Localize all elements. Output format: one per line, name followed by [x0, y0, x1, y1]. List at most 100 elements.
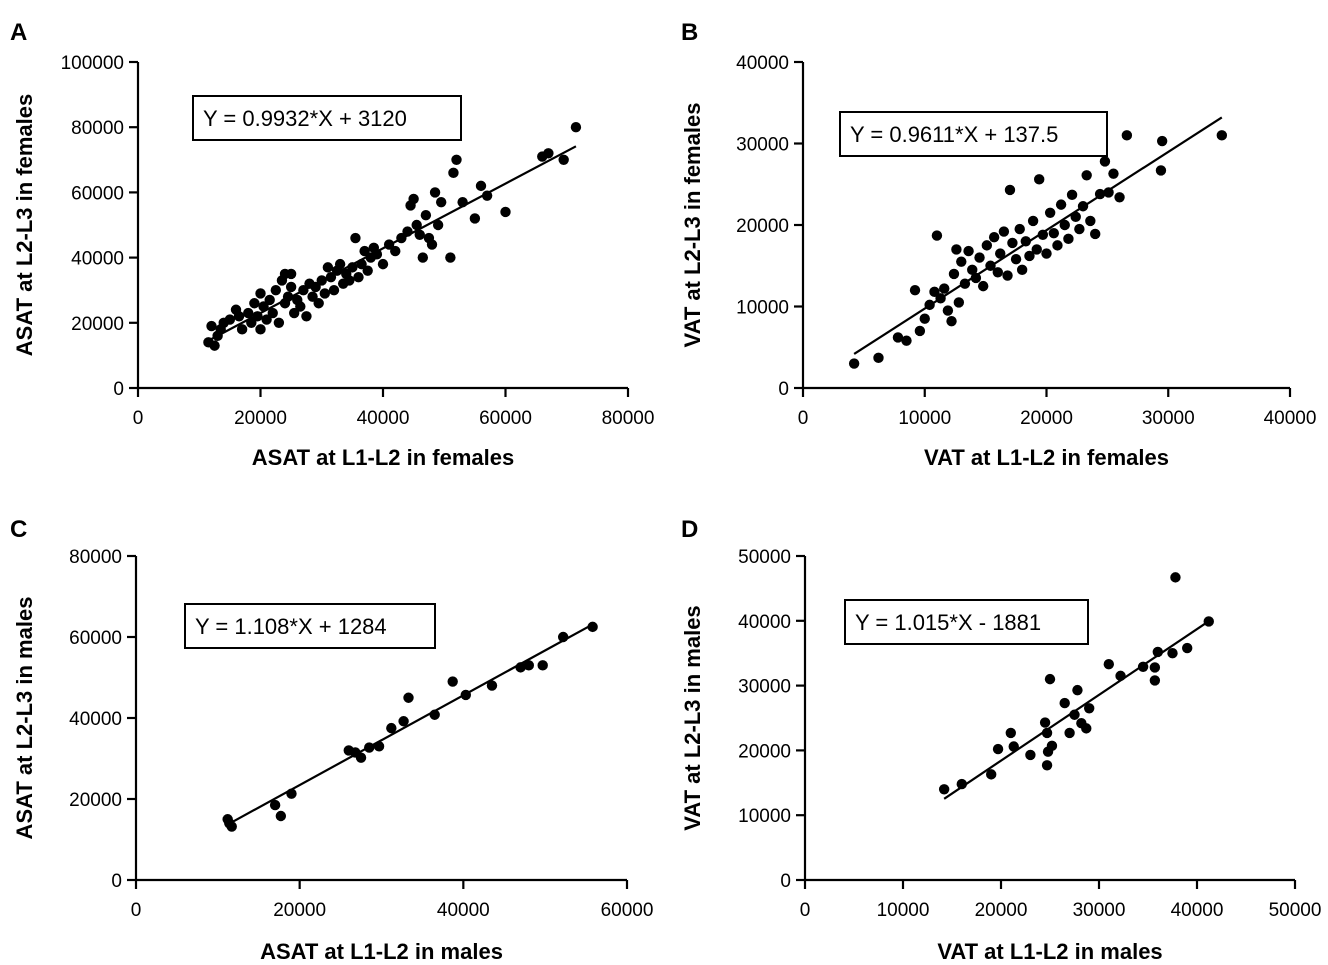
x-tick-label: 50000 [1269, 900, 1322, 921]
data-point [371, 249, 383, 260]
data-point [1025, 749, 1036, 761]
data-point [1216, 130, 1228, 141]
data-point [396, 232, 407, 244]
data-point [929, 286, 940, 298]
data-point [1055, 199, 1067, 210]
regression-equation: Y = 0.9611*X + 137.5 [850, 122, 1058, 147]
data-point [500, 206, 511, 218]
data-point [236, 324, 248, 335]
data-point [451, 154, 462, 165]
data-point [328, 285, 340, 296]
data-point [344, 275, 355, 286]
data-point [959, 278, 971, 289]
y-tick-label: 60000 [71, 183, 124, 204]
y-tick-label: 0 [780, 871, 791, 892]
x-tick-label: 10000 [898, 408, 951, 429]
data-point [1074, 223, 1085, 235]
data-point [316, 275, 327, 286]
data-point [1167, 648, 1178, 659]
data-point [403, 692, 414, 703]
data-point [970, 272, 982, 284]
y-tick-label: 80000 [71, 118, 124, 139]
data-point [1063, 233, 1074, 245]
data-point [432, 219, 444, 231]
y-axis-title: ASAT at L2-L3 in females [12, 94, 37, 356]
y-tick-label: 20000 [738, 741, 791, 762]
x-axis-title: ASAT at L1-L2 in males [260, 939, 503, 964]
y-tick-label: 50000 [738, 547, 791, 568]
x-tick-label: 40000 [1171, 900, 1224, 921]
data-point [417, 252, 429, 263]
data-point [1152, 646, 1164, 658]
data-point [282, 291, 294, 302]
data-point [1016, 264, 1028, 276]
data-point [313, 298, 324, 309]
data-point [557, 631, 569, 643]
data-point [295, 301, 306, 312]
equation-box [839, 111, 1108, 157]
x-tick-label: 20000 [234, 408, 287, 429]
data-point [992, 743, 1004, 755]
y-tick-label: 80000 [69, 547, 122, 568]
x-tick-label: 20000 [273, 900, 326, 921]
data-point [243, 307, 254, 319]
data-point [429, 187, 441, 198]
data-point [848, 358, 860, 369]
y-tick-label: 20000 [69, 790, 122, 811]
data-point [985, 260, 996, 271]
data-point [261, 314, 272, 325]
x-tick-label: 40000 [357, 408, 410, 429]
data-point [1070, 211, 1081, 223]
data-point [873, 352, 884, 364]
data-point [325, 271, 337, 283]
equation-box [184, 603, 436, 649]
panel-b: B 0 10000 20000 30000 40000 0 10000 20000 30000 40… [680, 19, 1316, 470]
y-tick-label: 60000 [69, 628, 122, 649]
data-point [1024, 250, 1035, 262]
data-point [986, 769, 997, 780]
data-point [350, 232, 361, 244]
panel-letter: D [681, 516, 698, 543]
data-point [938, 784, 950, 795]
data-point [948, 268, 960, 280]
x-tick-label: 0 [131, 900, 142, 921]
data-point [587, 621, 598, 633]
x-tick-label: 0 [798, 408, 809, 429]
data-point [486, 680, 498, 691]
data-point [386, 722, 397, 734]
data-point [298, 285, 309, 296]
data-point [946, 315, 957, 327]
data-point [275, 810, 287, 822]
y-tick-label: 40000 [738, 612, 791, 633]
data-point [1031, 244, 1042, 255]
data-point [447, 676, 458, 687]
data-point [1149, 662, 1161, 673]
y-axis-title: ASAT at L2-L3 in males [12, 597, 37, 840]
data-point [1170, 572, 1181, 583]
regression-equation: Y = 1.108*X + 1284 [195, 614, 387, 639]
data-point [1004, 184, 1016, 196]
data-point [246, 317, 257, 328]
data-point [1081, 170, 1092, 181]
data-point [995, 248, 1006, 259]
data-point [255, 288, 266, 299]
data-point [286, 788, 297, 799]
data-point [1182, 642, 1193, 654]
panel-a: A 0 20000 40000 60000 80000 0 20000 40000 60000 80… [10, 19, 654, 470]
data-point [974, 252, 985, 263]
data-point [1007, 237, 1018, 249]
data-point [988, 232, 1000, 243]
data-point [1039, 717, 1051, 728]
data-point [1033, 174, 1045, 185]
x-tick-label: 10000 [877, 900, 930, 921]
data-point [355, 752, 367, 763]
data-point [1137, 661, 1149, 673]
x-axis-title: VAT at L1-L2 in females [924, 445, 1169, 470]
data-point [1121, 130, 1133, 141]
data-point [1041, 727, 1053, 739]
data-point [258, 301, 269, 312]
data-point [435, 196, 447, 208]
data-point [288, 307, 300, 319]
data-point [445, 252, 456, 263]
data-point [390, 245, 401, 257]
